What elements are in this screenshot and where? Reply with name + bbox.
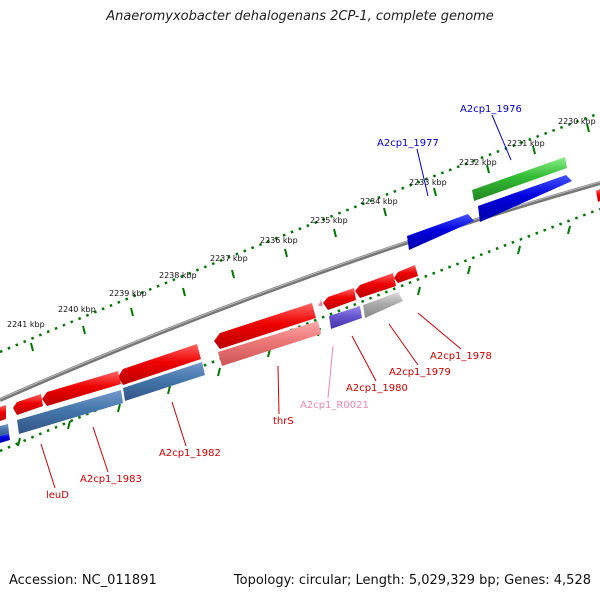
gene-arrow[interactable] (478, 175, 572, 222)
gene-label[interactable]: A2cp1_1982 (159, 448, 221, 459)
ruler-label: 2238 kbp (159, 271, 197, 280)
gene-label[interactable]: A2cp1_1978 (430, 351, 492, 362)
gene-arrow[interactable] (17, 390, 123, 434)
gene-labels: A2cp1_1976 A2cp1_1977 A2cp1_1978 A2cp1_1… (46, 104, 522, 501)
ruler-label: 2239 kbp (109, 289, 147, 298)
ruler-label: 2230 kbp (558, 117, 596, 126)
label-connectors (40, 114, 512, 489)
gene-arrow[interactable] (42, 371, 121, 406)
gene-label[interactable]: A2cp1_1980 (346, 383, 408, 394)
gene-arrow[interactable] (0, 433, 10, 443)
gene-label[interactable]: leuD (46, 490, 69, 501)
map-title: Anaeromyxobacter dehalogenans 2CP-1, com… (106, 9, 494, 24)
gene-label[interactable]: A2cp1_1976 (460, 104, 522, 115)
gene-label[interactable]: A2cp1_R0021 (300, 400, 369, 411)
gene-arrow[interactable] (363, 292, 403, 318)
rna-marker (318, 300, 323, 306)
gene-arrow[interactable] (0, 405, 6, 421)
ruler-label: 2241 kbp (7, 320, 45, 329)
genome-backbone (0, 181, 600, 402)
outer-ruler-line (0, 111, 600, 354)
gene-arrow[interactable] (323, 288, 356, 310)
ruler-label: 2232 kbp (459, 158, 497, 167)
gene-arrow[interactable] (355, 273, 396, 298)
gene-label[interactable]: A2cp1_1983 (80, 474, 142, 485)
gene-arrow[interactable] (394, 265, 418, 283)
gene-label[interactable]: A2cp1_1977 (377, 138, 439, 149)
gene-label[interactable]: thrS (273, 416, 294, 427)
ruler-label: 2236 kbp (260, 236, 298, 245)
ruler-label: 2231 kbp (507, 139, 545, 148)
gene-arrow[interactable] (118, 344, 201, 385)
ruler-label: 2237 kbp (210, 254, 248, 263)
gene-arrow[interactable] (0, 424, 9, 436)
outer-ruler-ticks (30, 123, 590, 352)
gene-arrow[interactable] (13, 394, 43, 415)
reverse-strand-genes (0, 265, 418, 443)
gene-arrow[interactable] (214, 303, 316, 349)
ruler-labels: 2230 kbp 2231 kbp 2232 kbp 2233 kbp 2234… (7, 117, 596, 329)
forward-strand-genes (407, 157, 600, 250)
accession-text: Accession: NC_011891 (9, 573, 157, 588)
topology-text: Topology: circular; Length: 5,029,329 bp… (233, 573, 591, 588)
gene-arrow[interactable] (329, 306, 362, 329)
gene-arrow[interactable] (472, 157, 567, 201)
gene-arrow[interactable] (407, 214, 474, 250)
inner-ruler-line (0, 207, 600, 453)
gene-label[interactable]: A2cp1_1979 (389, 367, 451, 378)
ruler-label: 2235 kbp (310, 216, 348, 225)
gene-arrow[interactable] (596, 189, 600, 202)
ruler-label: 2240 kbp (58, 305, 96, 314)
ruler-label: 2234 kbp (360, 197, 398, 206)
gene-arrow[interactable] (218, 321, 321, 366)
gene-arrow[interactable] (123, 362, 205, 401)
ruler-label: 2233 kbp (409, 178, 447, 187)
